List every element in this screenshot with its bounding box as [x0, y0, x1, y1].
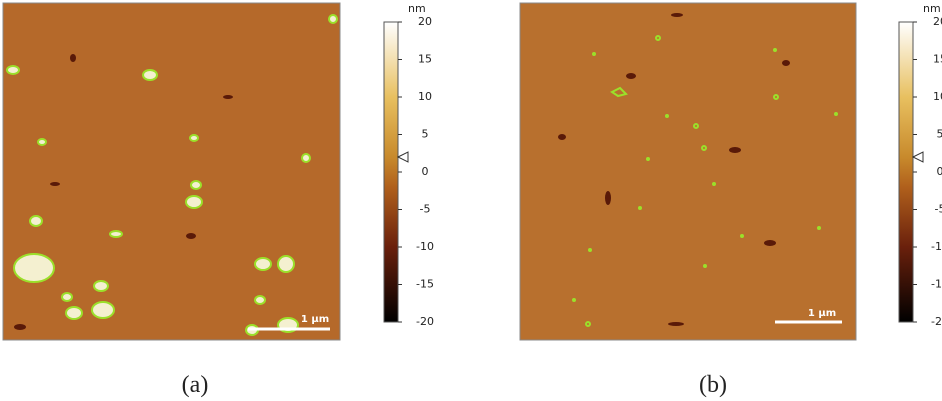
panel-label: (a) [182, 372, 209, 398]
tick-label: -10 [416, 240, 434, 253]
panel-a: 1 µm nm (a) 20 15 10 5 0 -5 -10 -15 -20 [2, 2, 434, 398]
afm-image [2, 2, 341, 341]
tick-label: 10 [418, 90, 432, 103]
tick-label: 15 [418, 53, 432, 66]
panel-label: (b) [699, 372, 727, 398]
tick-label: -20 [931, 315, 942, 328]
colorbar-unit: nm [923, 2, 941, 15]
tick-label: 15 [933, 53, 942, 66]
tick-label: 20 [418, 15, 432, 28]
tick-label: 0 [422, 165, 429, 178]
tick-label: 5 [422, 128, 429, 141]
particle-dots [572, 48, 838, 302]
panel-b: 1 µm nm (b) 20 15 10 5 0 -5 -10 -15 -20 [519, 2, 942, 398]
colorbar [383, 21, 399, 323]
tick-label: -5 [935, 203, 942, 216]
tick-label: 10 [933, 90, 942, 103]
tick-label: 20 [933, 15, 942, 28]
marker [396, 151, 409, 163]
marker [911, 151, 924, 163]
tick-label: -10 [931, 240, 942, 253]
pits [558, 13, 790, 326]
colorbar-unit: nm [408, 2, 426, 15]
pits [14, 54, 233, 330]
tick-label: -20 [416, 315, 434, 328]
tick-label: 5 [937, 128, 942, 141]
colorbar [898, 21, 914, 323]
tick-label: -15 [931, 278, 942, 291]
particles [6, 14, 338, 336]
tick-label: -15 [416, 278, 434, 291]
tick-label: 0 [937, 165, 942, 178]
afm-image [519, 2, 857, 341]
scale-bar-label: 1 µm [301, 314, 329, 325]
tick-label: -5 [420, 203, 431, 216]
particles [585, 35, 779, 327]
scale-bar-label: 1 µm [808, 308, 836, 319]
